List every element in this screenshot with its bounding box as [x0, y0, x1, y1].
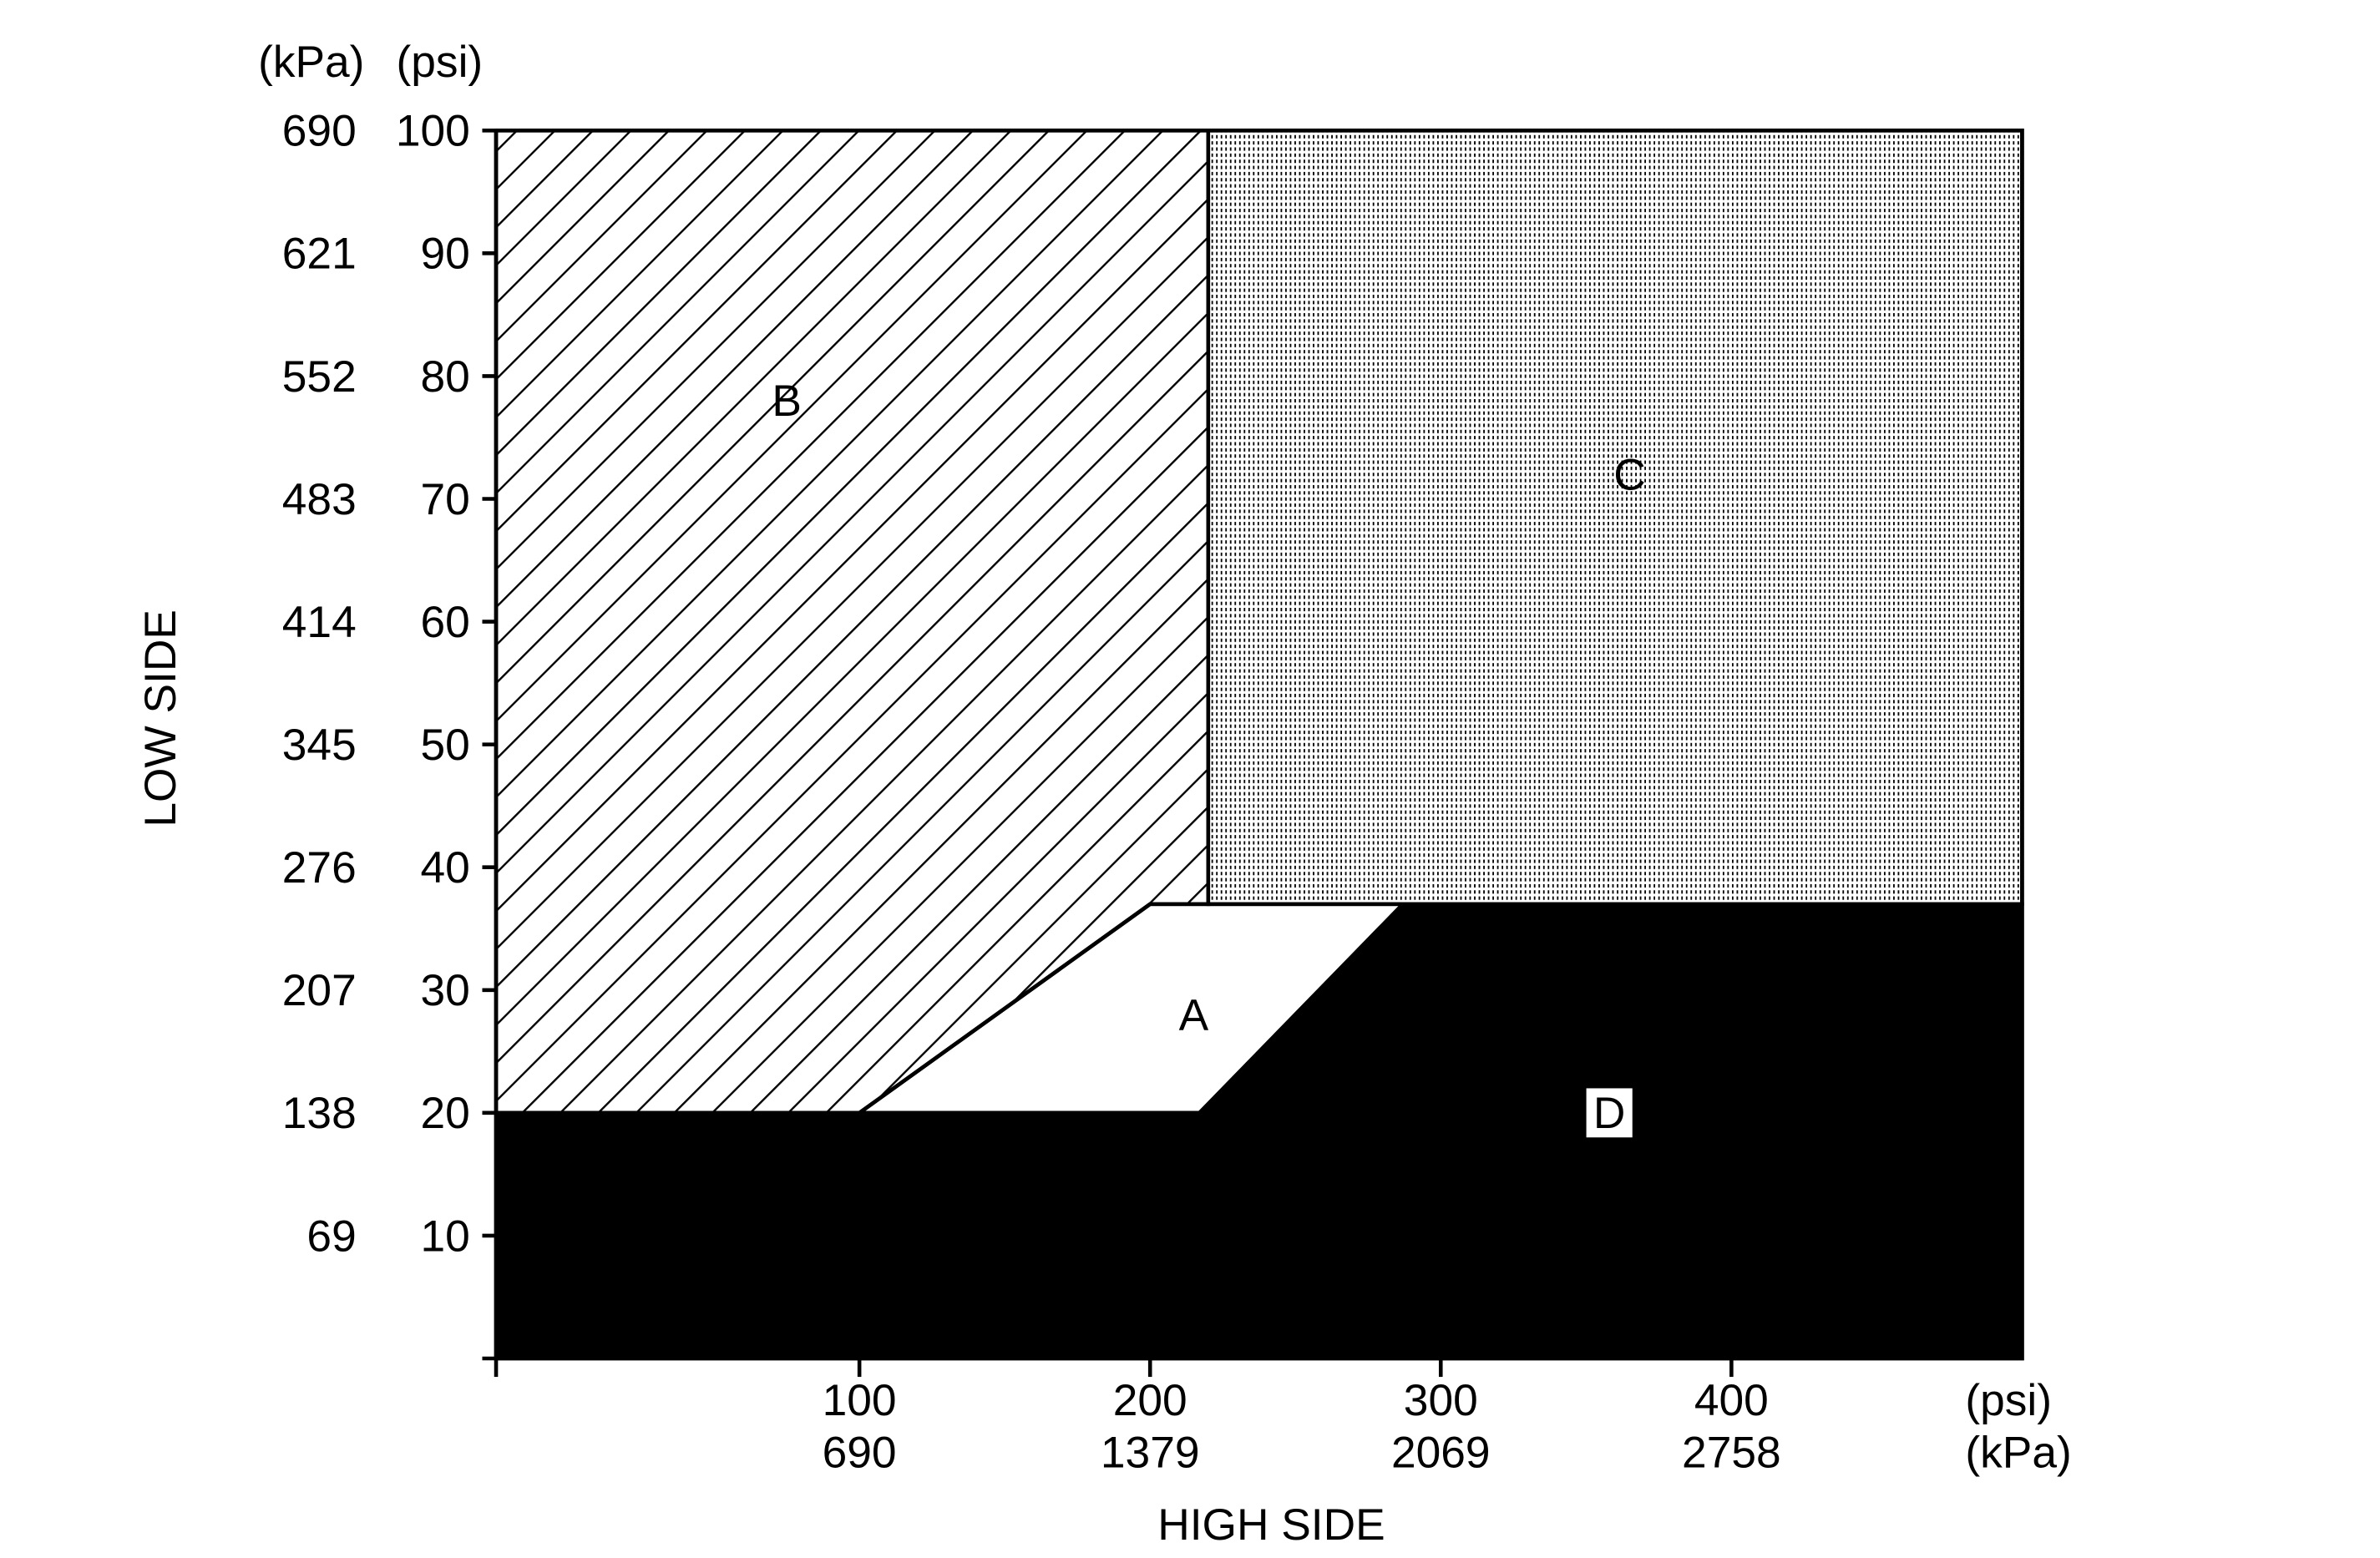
y-axis-title: LOW SIDE [136, 610, 185, 827]
region-label-b: B [772, 377, 802, 426]
ticks: 10 69 20 138 30 207 40 276 50 345 60 414 70 483 80 552 9… [282, 107, 1781, 1478]
x-tick-label-psi: 300 [1404, 1376, 1478, 1425]
y-tick-label-kpa: 690 [282, 107, 357, 156]
y-unit-kpa-label: (kPa) [258, 38, 364, 87]
y-tick-label-kpa: 345 [282, 721, 357, 770]
y-tick-label-psi: 10 [420, 1211, 469, 1261]
region-label-d: D [1593, 1089, 1626, 1138]
x-tick-label-psi: 400 [1694, 1376, 1769, 1425]
y-tick-label-psi: 100 [396, 107, 470, 156]
y-tick-label-psi: 60 [420, 598, 469, 647]
region-labels: A B C D [772, 377, 1645, 1138]
region-c [1206, 128, 2024, 907]
x-unit-kpa-label: (kPa) [1965, 1429, 2071, 1478]
y-tick-label-psi: 70 [420, 475, 469, 524]
region-label-a: A [1179, 991, 1209, 1040]
y-tick-label-psi: 30 [420, 966, 469, 1015]
y-unit-psi-label: (psi) [397, 38, 484, 87]
region-label-c: C [1613, 450, 1646, 499]
y-tick-label-kpa: 414 [282, 598, 357, 647]
x-tick-label-kpa: 2758 [1682, 1429, 1781, 1478]
y-tick-label-psi: 50 [420, 721, 469, 770]
y-tick-label-kpa: 207 [282, 966, 357, 1015]
y-tick-label-psi: 80 [420, 352, 469, 402]
x-tick-label-psi: 100 [823, 1376, 897, 1425]
region-label-background [1586, 1088, 1633, 1138]
x-tick-label-kpa: 1379 [1101, 1429, 1200, 1478]
y-tick-label-kpa: 552 [282, 352, 357, 402]
x-axis-title: HIGH SIDE [1157, 1500, 1385, 1550]
x-tick-label-kpa: 690 [823, 1429, 897, 1478]
x-tick-label-kpa: 2069 [1391, 1429, 1491, 1478]
y-tick-label-kpa: 276 [282, 843, 357, 893]
y-tick-label-kpa: 69 [306, 1211, 356, 1261]
y-tick-label-kpa: 621 [282, 230, 357, 279]
y-tick-label-kpa: 138 [282, 1089, 357, 1138]
x-unit-psi-label: (psi) [1965, 1376, 2052, 1425]
y-tick-label-kpa: 483 [282, 475, 357, 524]
regions [494, 128, 2024, 1361]
x-tick-label-psi: 200 [1113, 1376, 1187, 1425]
y-tick-label-psi: 40 [420, 843, 469, 893]
y-tick-label-psi: 90 [420, 230, 469, 279]
y-tick-label-psi: 20 [420, 1089, 469, 1138]
